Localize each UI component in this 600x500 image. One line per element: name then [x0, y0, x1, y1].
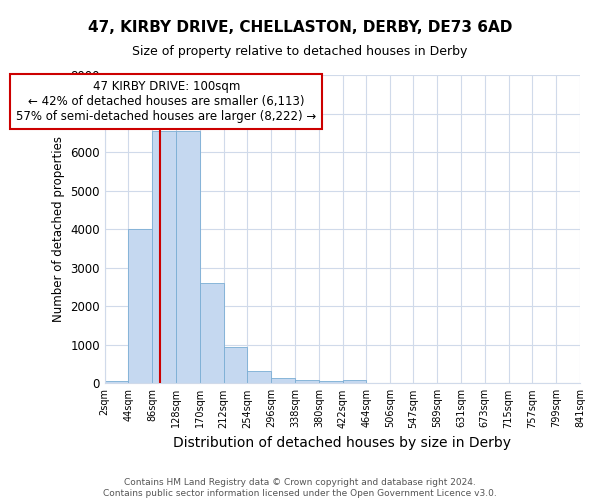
Bar — [319, 381, 343, 384]
Bar — [152, 131, 176, 384]
Bar — [176, 131, 200, 384]
Text: Size of property relative to detached houses in Derby: Size of property relative to detached ho… — [133, 45, 467, 58]
X-axis label: Distribution of detached houses by size in Derby: Distribution of detached houses by size … — [173, 436, 511, 450]
Bar — [247, 370, 271, 384]
Bar — [271, 378, 295, 384]
Bar — [128, 229, 152, 384]
Bar — [104, 381, 128, 384]
Text: Contains HM Land Registry data © Crown copyright and database right 2024.
Contai: Contains HM Land Registry data © Crown c… — [103, 478, 497, 498]
Bar — [295, 380, 319, 384]
Bar — [343, 380, 367, 384]
Text: 47 KIRBY DRIVE: 100sqm
← 42% of detached houses are smaller (6,113)
57% of semi-: 47 KIRBY DRIVE: 100sqm ← 42% of detached… — [16, 80, 317, 122]
Bar — [200, 283, 224, 384]
Bar — [224, 346, 247, 384]
Text: 47, KIRBY DRIVE, CHELLASTON, DERBY, DE73 6AD: 47, KIRBY DRIVE, CHELLASTON, DERBY, DE73… — [88, 20, 512, 35]
Y-axis label: Number of detached properties: Number of detached properties — [52, 136, 65, 322]
